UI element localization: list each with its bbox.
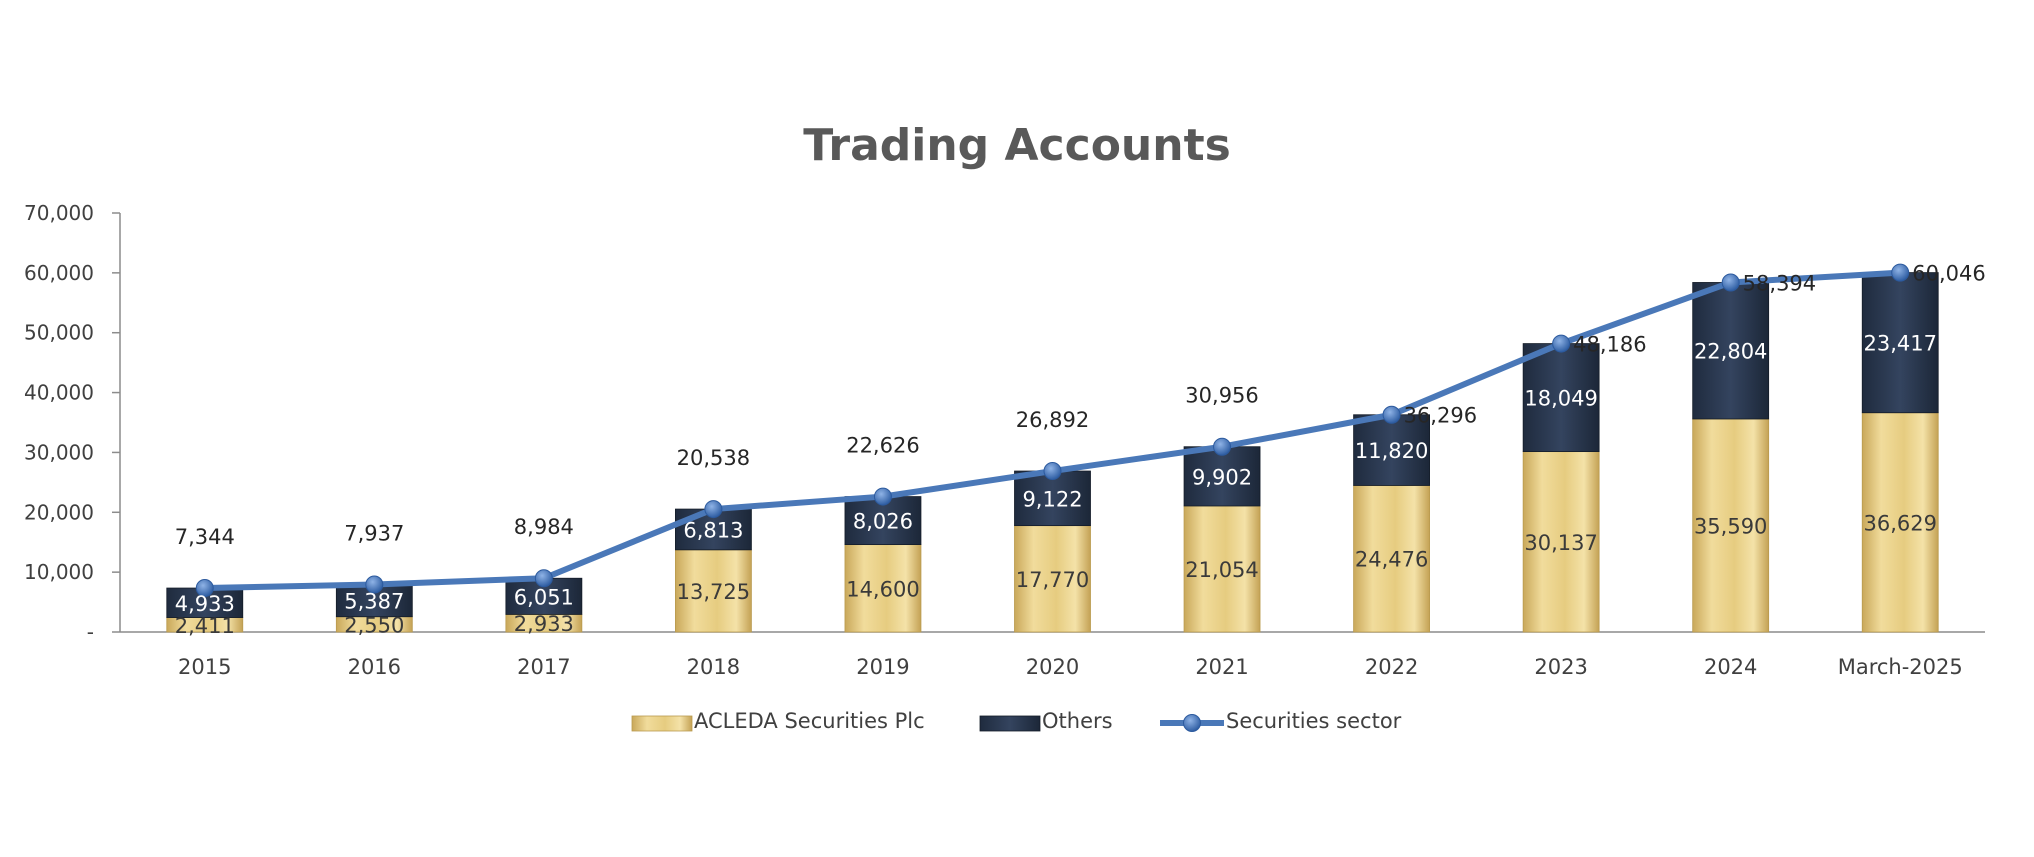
bar-others: [1861, 272, 1939, 414]
y-tick-label: 50,000: [24, 321, 94, 345]
bar-acleda: [1183, 505, 1261, 633]
line-marker: [1213, 437, 1232, 456]
data-label-acleda: 13,725: [677, 580, 750, 604]
data-label-total: 30,956: [1185, 384, 1258, 408]
y-tick-label: -: [87, 620, 94, 644]
line-marker: [195, 579, 214, 598]
data-label-total: 48,186: [1573, 333, 1646, 357]
bar-acleda: [1353, 485, 1430, 633]
data-label-total: 20,538: [677, 446, 750, 470]
x-tick-label: 2020: [1026, 655, 1079, 679]
line-marker: [1382, 405, 1401, 424]
x-tick-label: 2023: [1534, 655, 1587, 679]
x-tick-label: 2024: [1704, 655, 1757, 679]
data-label-acleda: 21,054: [1185, 558, 1258, 582]
legend-label-others: Others: [1042, 709, 1113, 733]
bar-acleda: [844, 544, 922, 633]
data-label-acleda: 24,476: [1355, 548, 1428, 572]
x-tick-label: 2022: [1365, 655, 1418, 679]
legend-swatch-acleda: [631, 715, 693, 732]
x-tick-label: 2019: [856, 655, 909, 679]
y-tick-label: 70,000: [24, 201, 94, 225]
line-marker: [873, 487, 892, 506]
x-tick-label: March-2025: [1838, 655, 1963, 679]
line-marker: [1552, 334, 1571, 353]
data-label-acleda: 2,411: [175, 614, 235, 638]
bar-others: [1183, 446, 1261, 507]
data-label-others: 23,417: [1863, 332, 1936, 356]
data-label-others: 8,026: [853, 510, 913, 534]
data-label-others: 6,813: [683, 518, 743, 542]
legend-marker-line: [1183, 714, 1201, 732]
data-label-others: 6,051: [514, 585, 574, 609]
x-tick-label: 2015: [178, 655, 231, 679]
bar-series: [166, 272, 1939, 633]
y-tick-label: 30,000: [24, 440, 94, 464]
bar-others: [1353, 414, 1430, 486]
bar-acleda: [1014, 525, 1091, 633]
data-label-acleda: 30,137: [1524, 531, 1597, 555]
data-label-others: 18,049: [1524, 387, 1597, 411]
data-label-others: 4,933: [175, 592, 235, 616]
x-tick-label: 2018: [687, 655, 740, 679]
line-marker: [1043, 462, 1062, 481]
data-label-total: 36,296: [1404, 404, 1477, 428]
data-label-others: 22,804: [1694, 340, 1767, 364]
data-label-acleda: 36,629: [1863, 511, 1936, 535]
line-marker: [1891, 263, 1910, 282]
data-label-acleda: 35,590: [1694, 514, 1767, 538]
bar-acleda: [675, 549, 752, 633]
data-label-total: 58,394: [1743, 271, 1816, 295]
data-label-total: 60,046: [1912, 262, 1985, 286]
data-label-total: 26,892: [1016, 408, 1089, 432]
line-marker: [1721, 273, 1740, 292]
bar-acleda: [1861, 412, 1939, 633]
y-tick-label: 60,000: [24, 261, 94, 285]
line-marker: [365, 575, 384, 594]
bar-others: [1014, 470, 1091, 527]
data-label-others: 9,122: [1022, 487, 1082, 511]
data-label-total: 8,984: [514, 515, 574, 539]
bar-others: [1692, 282, 1770, 420]
data-label-acleda: 17,770: [1016, 568, 1089, 592]
bar-acleda: [1692, 418, 1770, 633]
y-tick-label: 10,000: [24, 560, 94, 584]
data-label-total: 22,626: [846, 434, 919, 458]
legend-label-acleda: ACLEDA Securities Plc: [694, 709, 925, 733]
data-label-total: 7,937: [344, 521, 404, 545]
chart-title: Trading Accounts: [803, 120, 1231, 171]
y-tick-label: 40,000: [24, 381, 94, 405]
legend-swatch-others: [979, 715, 1041, 732]
line-marker: [704, 500, 723, 519]
data-label-acleda: 2,550: [344, 613, 404, 637]
x-tick-label: 2016: [348, 655, 401, 679]
x-axis: 2015 2016 2017 2018 2019 2020 2021 2022 2023 2024…: [120, 631, 1985, 679]
data-label-others: 5,387: [344, 590, 404, 614]
data-label-acleda: 14,600: [846, 577, 919, 601]
y-axis: - 10,000 20,000 30,000 40,000 50,000 60,000 70,…: [24, 201, 121, 644]
data-label-total: 7,344: [175, 525, 235, 549]
legend: ACLEDA Securities Plc Others Securities se…: [631, 709, 1402, 733]
x-tick-label: 2017: [517, 655, 570, 679]
data-label-others: 9,902: [1192, 465, 1252, 489]
bar-others: [166, 587, 244, 618]
line-series: [195, 263, 1910, 598]
y-tick-label: 20,000: [24, 500, 94, 524]
legend-label-sector: Securities sector: [1226, 709, 1402, 733]
data-label-others: 11,820: [1355, 439, 1428, 463]
bar-acleda: [1522, 451, 1600, 633]
data-label-acleda: 2,933: [514, 612, 574, 636]
x-tick-label: 2021: [1195, 655, 1248, 679]
line-marker: [534, 569, 553, 588]
